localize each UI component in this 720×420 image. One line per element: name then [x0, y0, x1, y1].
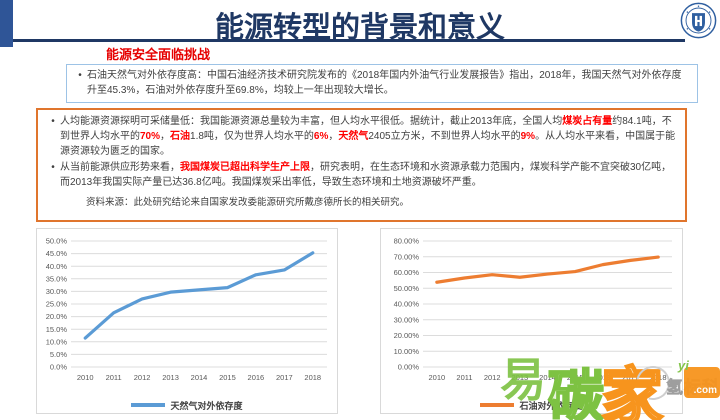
gas-dependency-chart: 0.0% 5.0% 10.0% 15.0% 20.0% 25.0% 30.0% 35.0% 40… — [36, 228, 338, 414]
x-axis-tick-label: 2012 — [134, 373, 151, 382]
watermark-dotcom-text: .com — [693, 385, 717, 396]
x-axis-tick-label: 2013 — [162, 373, 179, 382]
oil-chart-plot: 0.00% 10.00% 20.00% 30.00% 40.00% 50.00% 60.00… — [381, 229, 682, 394]
x-axis-tick-label: 2010 — [77, 373, 94, 382]
bullet-marker: • — [51, 161, 55, 173]
x-axis-tick-label: 2014 — [539, 373, 556, 382]
y-axis-tick-label: 35.0% — [46, 274, 68, 283]
university-emblem-icon — [680, 2, 717, 39]
text-segment: 。从人均水平来看，中国属于能源资源较为匮乏的国家。 — [60, 131, 676, 158]
legend-line-sample — [131, 403, 166, 407]
y-axis-tick-label: 25.0% — [46, 300, 68, 309]
y-axis-tick-label: 45.0% — [46, 249, 68, 258]
x-axis-tick-label: 2017 — [622, 373, 639, 382]
header-corner-block — [0, 0, 13, 47]
x-axis-tick-label: 2011 — [106, 373, 122, 382]
text-segment: 天然气 — [338, 131, 369, 143]
x-axis-tick-label: 2014 — [191, 373, 208, 382]
y-axis-tick-label: 0.0% — [50, 363, 67, 372]
x-axis-tick-label: 2011 — [456, 373, 472, 382]
bullet-marker: • — [51, 116, 55, 127]
bullet-item: • 从当前能源供应形势来看，我国煤炭已超出科学生产上限，研究表明，在生态环境和水… — [46, 160, 677, 190]
y-axis-tick-label: 20.0% — [46, 312, 68, 321]
x-axis-tick-label: 2018 — [304, 373, 321, 382]
y-axis-tick-label: 70.00% — [394, 252, 420, 261]
text-segment: 6% — [313, 131, 329, 143]
page-title: 能源转型的背景和意义 — [214, 12, 505, 44]
y-axis-tick-label: 20.00% — [394, 331, 420, 340]
bullet-item: • 人均能源资源探明可采储量低：我国能源资源总量较为丰富，但人均水平很低。据统计… — [46, 114, 677, 160]
text-segment: 70% — [140, 131, 161, 143]
text-segment: 人均能源资源探明可采储量低：我国能源资源总量较为丰富，但人均水平很低。据统计，截… — [60, 116, 563, 127]
text-segment: ，研究表明，在生态环境和水资源承载力范围内，煤炭科学产能不宜突破30亿吨，而20… — [60, 161, 672, 188]
y-axis-tick-label: 60.00% — [394, 268, 420, 277]
x-axis-tick-label: 2015 — [219, 373, 236, 382]
x-axis-tick-label: 2018 — [650, 373, 667, 382]
text-segment: 2405立方米，不到世界人均水平的 — [368, 131, 521, 143]
text-segment: 石油天然气对外依存度高：中国石油经济技术研究院发布的《2018年国内外油气行业发… — [87, 70, 682, 96]
y-axis-tick-label: 30.00% — [394, 315, 420, 324]
y-axis-tick-label: 40.00% — [394, 300, 420, 309]
oil-dependency-chart: 0.00% 10.00% 20.00% 30.00% 40.00% 50.00% 60.00… — [380, 228, 683, 414]
text-segment: 我国煤炭已超出科学生产上限 — [180, 161, 310, 173]
y-axis-tick-label: 10.00% — [394, 347, 420, 356]
data-line-series — [435, 255, 660, 284]
y-axis-tick-label: 10.0% — [46, 337, 68, 346]
x-axis-tick-label: 2016 — [248, 373, 265, 382]
gas-chart-legend: 天然气对外依存度 — [37, 394, 337, 416]
legend-line-sample — [480, 403, 515, 407]
y-axis-tick-label: 50.00% — [394, 284, 420, 293]
reserves-textbox: • 人均能源资源探明可采储量低：我国能源资源总量较为丰富，但人均水平很低。据统计… — [36, 108, 687, 222]
text-segment: ， — [160, 131, 171, 143]
bullet-marker: • — [78, 70, 82, 81]
x-axis-tick-label: 2015 — [567, 373, 584, 382]
line-chart-svg: 0.00% 10.00% 20.00% 30.00% 40.00% 50.00% 60.00… — [394, 237, 672, 382]
text-segment: 约84.1吨，不到世界人均水平的 — [60, 116, 672, 143]
data-line-series — [83, 251, 315, 340]
y-axis-tick-label: 30.0% — [46, 287, 68, 296]
x-axis-tick-label: 2013 — [511, 373, 528, 382]
y-axis-tick-label: 0.00% — [398, 363, 420, 372]
x-axis-tick-label: 2016 — [594, 373, 611, 382]
line-chart-svg: 0.0% 5.0% 10.0% 15.0% 20.0% 25.0% 30.0% 35.0% 40… — [46, 237, 327, 382]
y-axis-tick-label: 80.00% — [394, 237, 420, 246]
text-segment: ， — [328, 131, 339, 143]
text-segment: 9% — [520, 131, 536, 143]
text-segment: 煤炭占有量 — [562, 116, 613, 127]
text-segment: 从当前能源供应形势来看， — [60, 161, 180, 173]
bullet-item: • 石油天然气对外依存度高：中国石油经济技术研究院发布的《2018年国内外油气行… — [73, 68, 691, 98]
y-axis-tick-label: 50.0% — [46, 237, 68, 246]
bullet-text: 从当前能源供应形势来看，我国煤炭已超出科学生产上限，研究表明，在生态环境和水资源… — [60, 160, 677, 190]
text-segment: 石油 — [170, 131, 191, 143]
x-axis-tick-label: 2010 — [428, 373, 445, 382]
bullet-text: 石油天然气对外依存度高：中国石油经济技术研究院发布的《2018年国内外油气行业发… — [87, 68, 691, 98]
section-subtitle: 能源安全面临挑战 — [106, 47, 211, 62]
legend-label: 天然气对外依存度 — [170, 400, 243, 411]
y-axis-tick-label: 40.0% — [46, 262, 68, 271]
x-axis-tick-label: 2017 — [276, 373, 293, 382]
x-axis-tick-label: 2012 — [484, 373, 501, 382]
y-axis-tick-label: 5.0% — [50, 350, 67, 359]
y-axis-tick-label: 15.0% — [46, 325, 68, 334]
legend-label: 石油对外依存度 — [519, 400, 583, 411]
bullet-text: 人均能源资源探明可采储量低：我国能源资源总量较为丰富，但人均水平很低。据统计，截… — [60, 114, 677, 160]
oil-chart-legend: 石油对外依存度 — [381, 394, 682, 416]
gas-chart-plot: 0.0% 5.0% 10.0% 15.0% 20.0% 25.0% 30.0% 35.0% 40… — [37, 229, 337, 394]
source-note: 资料来源：此处研究结论来自国家发改委能源研究所戴彦德所长的相关研究。 — [86, 196, 410, 208]
text-segment: 1.8吨，仅为世界人均水平的 — [190, 131, 314, 143]
dependency-textbox: • 石油天然气对外依存度高：中国石油经济技术研究院发布的《2018年国内外油气行… — [66, 64, 698, 103]
header-divider — [13, 39, 685, 42]
watermark-domain-badge: yi .com — [678, 358, 720, 398]
